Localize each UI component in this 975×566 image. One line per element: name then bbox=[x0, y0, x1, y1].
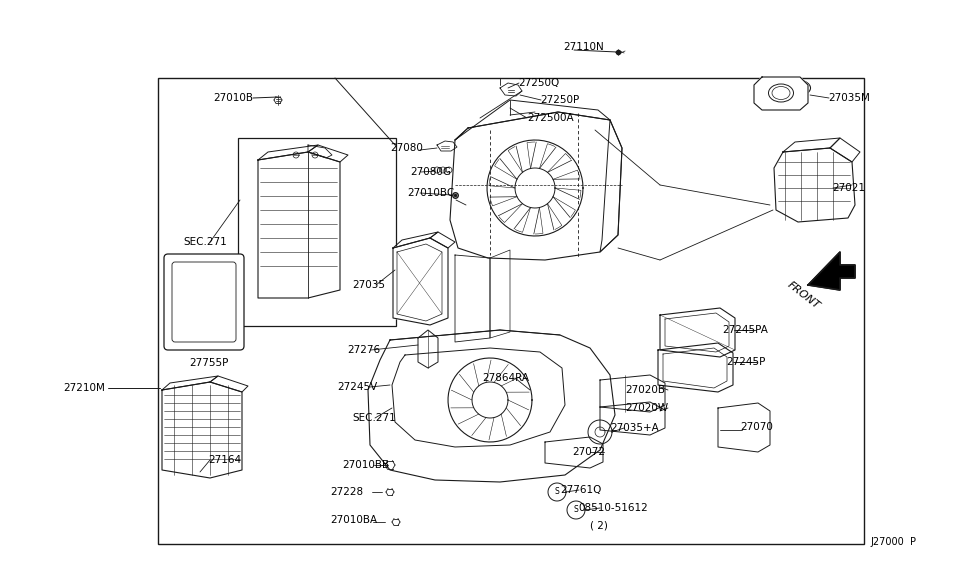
Polygon shape bbox=[808, 252, 855, 290]
Text: 27755P: 27755P bbox=[189, 358, 228, 368]
Polygon shape bbox=[600, 402, 665, 435]
Text: 27864RA: 27864RA bbox=[482, 373, 529, 383]
Text: 272500A: 272500A bbox=[527, 113, 573, 123]
Polygon shape bbox=[162, 382, 242, 478]
Polygon shape bbox=[393, 238, 448, 325]
Text: 27020B: 27020B bbox=[625, 385, 665, 395]
Polygon shape bbox=[600, 375, 665, 412]
Polygon shape bbox=[455, 255, 490, 342]
Text: 27164: 27164 bbox=[208, 455, 241, 465]
Text: 27228: 27228 bbox=[330, 487, 363, 497]
Text: 27035+A: 27035+A bbox=[610, 423, 659, 433]
Text: 27761Q: 27761Q bbox=[560, 485, 602, 495]
Text: 27080: 27080 bbox=[390, 143, 423, 153]
Polygon shape bbox=[418, 330, 438, 368]
Text: SEC.271: SEC.271 bbox=[183, 237, 227, 247]
Text: 27250P: 27250P bbox=[540, 95, 579, 105]
Text: ( 2): ( 2) bbox=[590, 521, 607, 531]
Text: 27245P: 27245P bbox=[726, 357, 765, 367]
Text: 27250Q: 27250Q bbox=[518, 78, 560, 88]
Polygon shape bbox=[658, 343, 733, 392]
Text: 27035M: 27035M bbox=[828, 93, 870, 103]
FancyBboxPatch shape bbox=[164, 254, 244, 350]
Text: 27070: 27070 bbox=[740, 422, 773, 432]
Ellipse shape bbox=[775, 79, 810, 97]
Polygon shape bbox=[258, 152, 340, 298]
Text: 27245V: 27245V bbox=[337, 382, 377, 392]
Text: 27080G: 27080G bbox=[410, 167, 451, 177]
Polygon shape bbox=[754, 77, 808, 110]
Bar bbox=[158, 78, 864, 544]
Text: 27035: 27035 bbox=[352, 280, 385, 290]
Text: SEC.271: SEC.271 bbox=[352, 413, 396, 423]
Text: 27010BA: 27010BA bbox=[330, 515, 377, 525]
Bar bbox=[238, 138, 396, 326]
Text: 27010B: 27010B bbox=[213, 93, 253, 103]
Text: 27010BC: 27010BC bbox=[407, 188, 454, 198]
Text: S: S bbox=[573, 505, 578, 514]
Text: 27072: 27072 bbox=[572, 447, 605, 457]
Polygon shape bbox=[660, 308, 735, 357]
Polygon shape bbox=[718, 403, 770, 452]
Text: J27000  P: J27000 P bbox=[870, 537, 916, 547]
Text: 27245PA: 27245PA bbox=[722, 325, 768, 335]
Text: 27020W: 27020W bbox=[625, 403, 668, 413]
Text: 27276: 27276 bbox=[347, 345, 380, 355]
Polygon shape bbox=[450, 112, 622, 260]
Polygon shape bbox=[545, 437, 603, 468]
Text: 27021: 27021 bbox=[832, 183, 865, 193]
Text: FRONT: FRONT bbox=[785, 280, 821, 311]
Polygon shape bbox=[774, 148, 855, 222]
Polygon shape bbox=[368, 330, 615, 482]
Text: 27210M: 27210M bbox=[63, 383, 105, 393]
Text: 27010BB: 27010BB bbox=[342, 460, 389, 470]
Text: 27110N: 27110N bbox=[563, 42, 604, 52]
Text: 08510-51612: 08510-51612 bbox=[578, 503, 647, 513]
Text: S: S bbox=[555, 487, 560, 496]
